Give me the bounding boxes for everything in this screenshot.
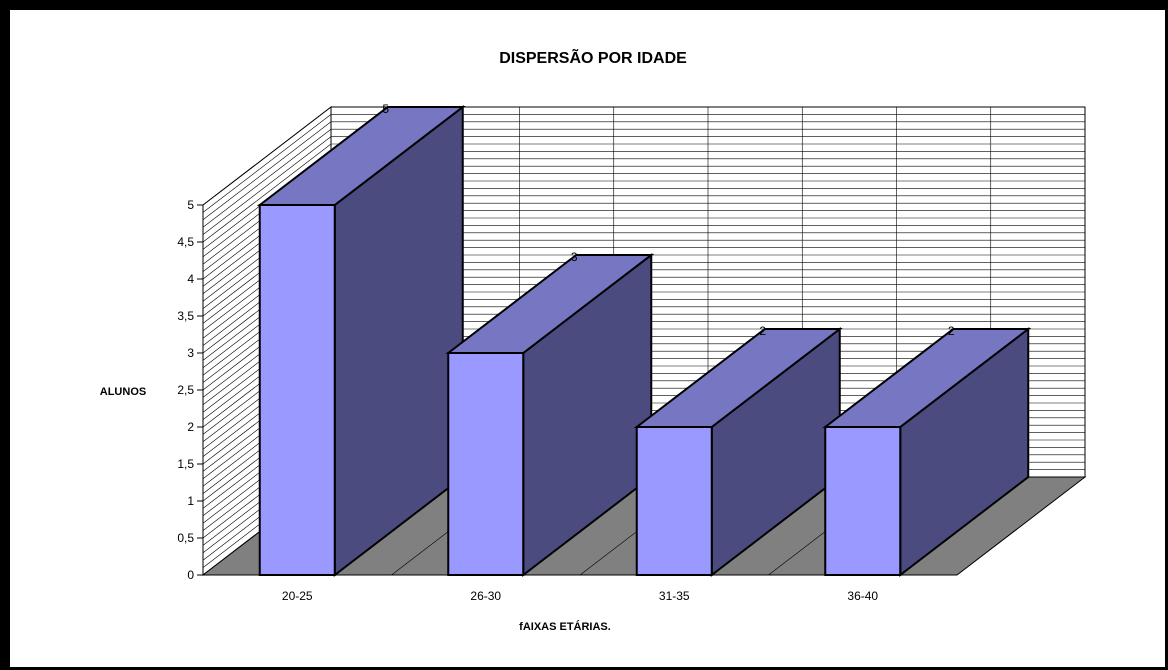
data-label: 2	[759, 324, 766, 338]
chart-title: DISPERSÃO POR IDADE	[499, 47, 687, 67]
data-label: 3	[571, 250, 578, 264]
y-tick-label: 3,5	[177, 309, 194, 323]
bar-36-40	[822, 326, 1032, 578]
x-tick-label: 31-35	[659, 589, 690, 603]
data-label: 5	[382, 102, 389, 116]
side-wall-gridline	[202, 128, 332, 228]
side-wall-gridline	[202, 106, 332, 206]
x-axis-title: fAIXAS ETÁRIAS.	[519, 620, 611, 633]
y-tick-label: 3	[187, 346, 194, 360]
x-tick-label: 36-40	[847, 589, 878, 603]
bar-front-face	[258, 204, 336, 576]
chart-text: DISPERSÃO POR IDADE ALUNOS fAIXAS ETÁRIA…	[100, 47, 687, 633]
side-wall-gridline	[202, 121, 332, 221]
side-wall-gridline	[202, 114, 332, 213]
x-tick-label: 20-25	[282, 589, 313, 603]
x-axis-ticks: 20-25 26-30 31-35 36-40	[282, 589, 879, 603]
y-tick-label: 4,5	[177, 235, 194, 249]
bar-group	[256, 104, 1032, 578]
data-label: 2	[948, 324, 955, 338]
y-axis-ticks: 0 0,5 1 1,5 2 2,5 3 3,5 4 4,5 5	[177, 198, 204, 582]
y-axis-title: ALUNOS	[100, 386, 146, 398]
y-tick-label: 1,5	[177, 457, 194, 471]
y-tick-label: 2,5	[177, 383, 194, 397]
data-labels: 5 3 2 2	[382, 102, 955, 338]
bar-31-35	[633, 326, 843, 578]
y-tick-label: 0,5	[177, 531, 194, 545]
y-tick-label: 5	[187, 198, 194, 212]
bar-front-face	[635, 426, 713, 576]
y-tick-label: 4	[187, 272, 194, 286]
side-wall-gridline	[202, 143, 332, 243]
y-tick-label: 0	[187, 568, 194, 582]
bar-26-30	[445, 252, 655, 578]
x-tick-label: 26-30	[470, 589, 501, 603]
y-tick-label: 2	[187, 420, 194, 434]
side-wall-gridline	[202, 136, 332, 235]
bar-front-face	[447, 352, 525, 576]
bar-front-face	[824, 426, 902, 576]
bar-20-25	[256, 104, 466, 578]
y-tick-label: 1	[187, 494, 194, 508]
